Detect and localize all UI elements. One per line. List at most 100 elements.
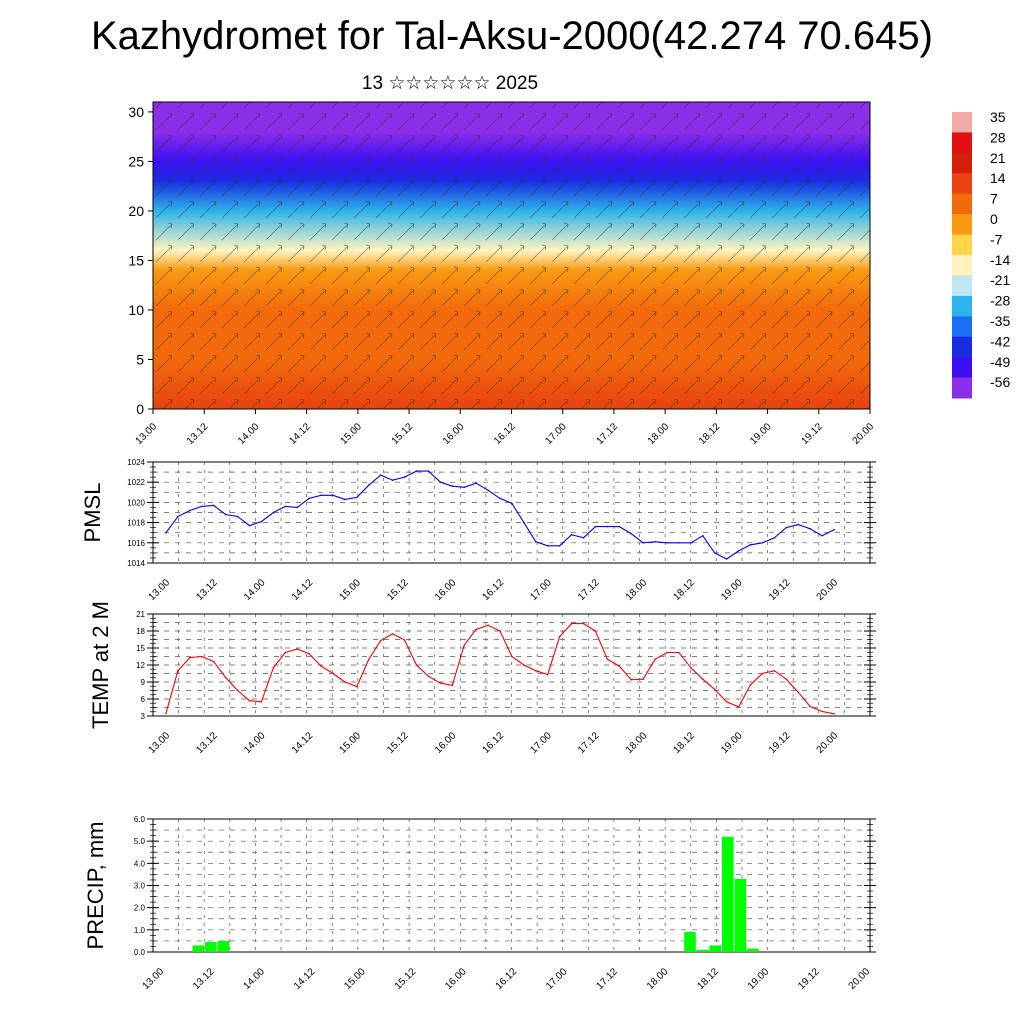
series-point — [475, 628, 477, 631]
series-point — [785, 678, 788, 680]
series-point — [749, 544, 752, 546]
ytick-label: 1020 — [127, 498, 145, 507]
cs-ytick-label: 0 — [136, 401, 144, 417]
xtick-label: 15.12 — [393, 966, 419, 992]
cs-xtick-label: 14.00 — [236, 421, 262, 447]
precip-bar — [722, 836, 734, 952]
ytick-label: 2.0 — [134, 904, 146, 913]
cs-ytick-label: 5 — [136, 351, 144, 367]
xtick-label: 20.00 — [847, 966, 873, 992]
colorbar-swatch — [952, 357, 972, 379]
series-point — [702, 534, 704, 537]
series-point — [344, 681, 346, 683]
xtick-label: 15.00 — [338, 730, 364, 756]
series-point — [487, 624, 489, 627]
xtick-label: 15.12 — [385, 730, 411, 756]
xtick-label: 13.12 — [194, 730, 220, 756]
colorbar-swatch — [952, 295, 972, 317]
precip-bar — [684, 932, 696, 952]
xtick-label: 14.12 — [292, 966, 318, 992]
color-bar: 35 28 21 14 7 0 -7 -14 -21 -28 -35 -42 -49 -56 — [952, 109, 1010, 399]
series-point — [809, 527, 811, 530]
series-point — [356, 685, 358, 688]
y-axis-title: PRECIP, mm — [83, 822, 108, 950]
series-point — [296, 648, 299, 650]
series-point — [391, 479, 394, 482]
ytick-label: 0.0 — [134, 948, 146, 957]
series-point — [427, 675, 430, 678]
xtick-label: 17.00 — [544, 966, 570, 992]
series-point — [379, 474, 382, 476]
colorbar-swatch — [952, 193, 972, 215]
series-point — [379, 639, 382, 642]
cs-xtick-label: 19.12 — [799, 421, 825, 447]
series-point — [535, 541, 537, 543]
series-point — [678, 651, 680, 654]
cs-xtick-label: 17.00 — [543, 421, 569, 447]
series-point — [320, 494, 322, 497]
series-point — [391, 633, 394, 635]
xtick-label: 16.00 — [443, 966, 469, 992]
series-point — [821, 710, 823, 713]
series-point — [773, 537, 776, 539]
ytick-label: 4.0 — [134, 859, 146, 868]
series-point — [201, 655, 203, 658]
series-point — [773, 669, 776, 672]
precip-bar — [192, 945, 205, 952]
series-point — [535, 669, 537, 672]
series-point — [189, 509, 191, 512]
series-point — [558, 545, 561, 547]
xtick-label: 17.12 — [576, 577, 602, 603]
series-point — [546, 545, 549, 547]
page-subtitle: 13 ☆☆☆☆☆☆ 2025 — [361, 73, 539, 94]
series-point — [546, 673, 549, 676]
colorbar-swatch — [952, 234, 972, 256]
colorbar-label: 7 — [990, 191, 998, 207]
ytick-label: 5.0 — [134, 837, 146, 846]
series-point — [236, 689, 239, 692]
series-point — [272, 667, 275, 669]
xtick-label: 18.00 — [645, 966, 671, 992]
series-point — [702, 678, 704, 680]
series-point — [630, 678, 632, 681]
xtick-label: 17.12 — [576, 730, 602, 756]
xtick-label: 16.12 — [481, 577, 507, 603]
series-point — [415, 470, 418, 472]
precip-bar — [696, 949, 709, 952]
xtick-label: 14.00 — [242, 577, 268, 603]
colorbar-label: 35 — [990, 109, 1006, 125]
colorbar-label: -42 — [990, 333, 1010, 349]
series-point — [177, 669, 179, 672]
series-point — [797, 691, 799, 693]
xtick-label: 16.00 — [433, 730, 459, 756]
series-point — [320, 665, 322, 667]
series-point — [642, 678, 644, 680]
series-point — [737, 550, 740, 552]
y-axis-title: TEMP at 2 M — [88, 601, 113, 729]
y-axis-title: PMSL — [80, 483, 105, 543]
xtick-label: 20.00 — [815, 577, 841, 603]
xtick-label: 16.00 — [433, 577, 459, 603]
series-point — [606, 658, 609, 661]
xtick-label: 17.12 — [595, 966, 621, 992]
xtick-label: 17.00 — [528, 730, 554, 756]
pmsl-panel: 1014 1016 1018 1020 1022 1024 13.00 13.12 14.00 1… — [80, 458, 876, 603]
xtick-label: 20.00 — [815, 730, 841, 756]
cs-xtick-label: 18.12 — [697, 421, 723, 447]
cs-xtick-label: 15.00 — [339, 421, 365, 447]
xtick-label: 18.12 — [672, 730, 698, 756]
series-point — [308, 652, 310, 655]
series-point — [427, 470, 430, 472]
series-point — [212, 504, 215, 507]
ytick-label: 18 — [136, 627, 145, 636]
series-point — [451, 684, 454, 687]
cs-xtick-label: 16.12 — [492, 421, 518, 447]
series-point — [618, 665, 621, 667]
xtick-label: 16.12 — [494, 966, 520, 992]
series-point — [248, 524, 251, 527]
xtick-label: 13.00 — [147, 577, 173, 603]
series-point — [415, 664, 418, 666]
series-point — [368, 658, 370, 661]
ytick-label: 1014 — [127, 559, 145, 568]
cs-xtick-label: 20.00 — [851, 421, 877, 447]
